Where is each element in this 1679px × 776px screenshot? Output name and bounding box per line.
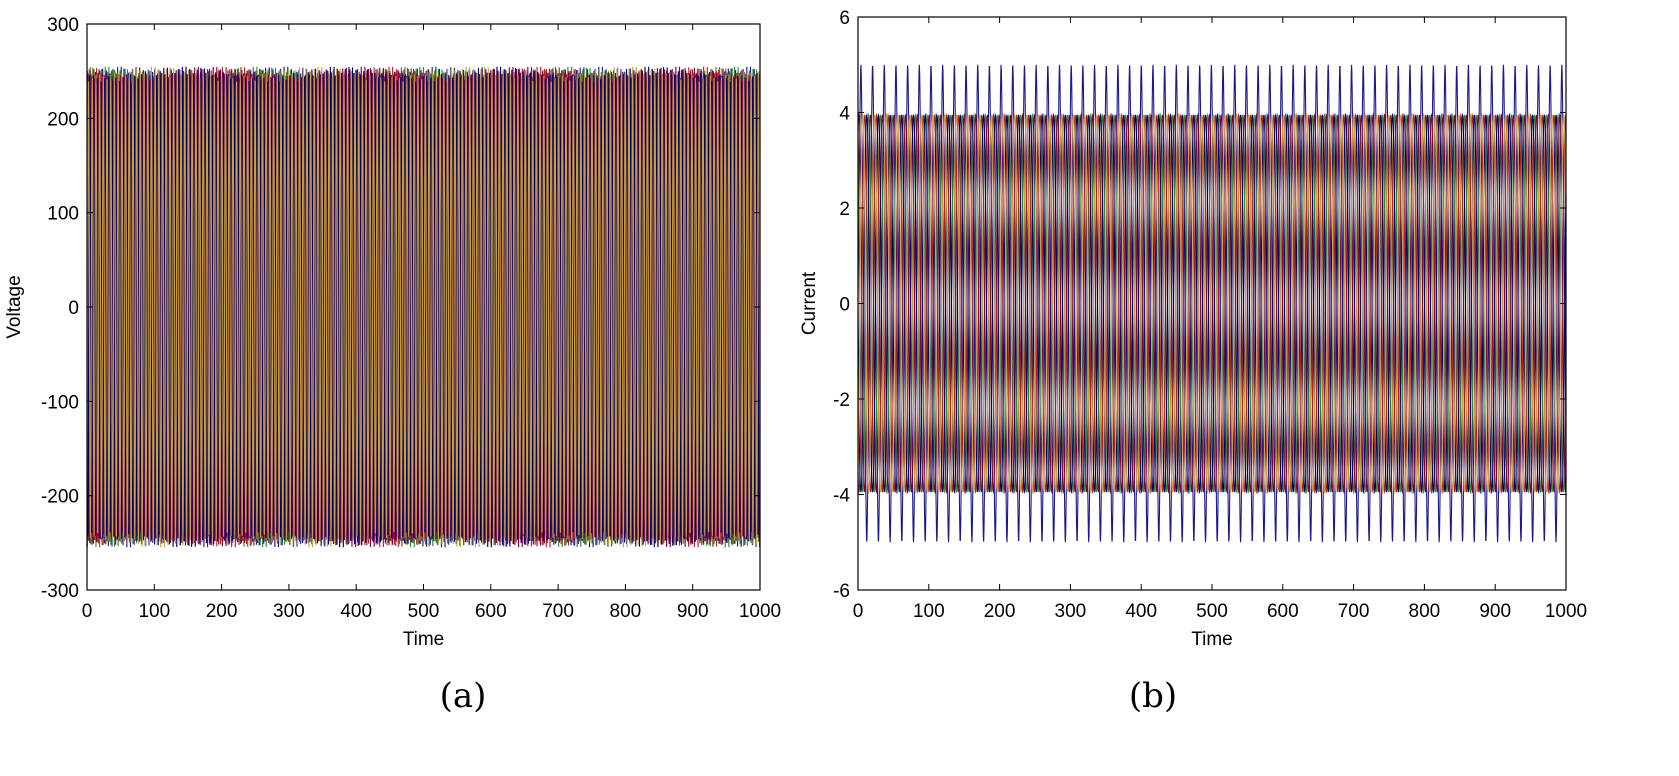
y-tick-label: 300	[47, 15, 79, 36]
x-tick-label: 1000	[739, 601, 781, 622]
y-tick-label: -6	[833, 581, 850, 602]
x-tick-label: 800	[610, 601, 642, 622]
y-tick-label: -2	[833, 390, 850, 411]
x-axis-label: Time	[1191, 629, 1233, 650]
x-tick-label: 600	[1267, 601, 1299, 622]
x-tick-label: 700	[1338, 601, 1370, 622]
y-tick-label: -100	[41, 392, 79, 413]
y-axis-label: Voltage	[4, 275, 25, 338]
x-tick-label: 400	[340, 601, 372, 622]
x-tick-label: 900	[1479, 601, 1511, 622]
y-tick-label: 200	[47, 109, 79, 130]
voltage-chart-panel: 0 100 200 300 400 500 600 700 800 900 1000 -300 -200…	[0, 0, 800, 660]
x-tick-label: 500	[1196, 601, 1228, 622]
y-tick-label: 2	[839, 199, 850, 220]
current-chart: 0 100 200 300 400 500 600 700 800 900 1000 -6 -4 -2 0 2…	[799, 8, 1587, 650]
x-axis-label: Time	[403, 629, 445, 650]
series-line-4	[858, 112, 1566, 495]
x-tick-label: 200	[984, 601, 1016, 622]
x-tick-label: 100	[138, 601, 170, 622]
x-tick-label: 0	[82, 601, 93, 622]
y-tick-label: -4	[833, 486, 850, 507]
x-tick-label: 200	[206, 601, 238, 622]
y-axis-label: Current	[799, 271, 820, 335]
x-tick-label: 700	[542, 601, 574, 622]
x-tick-label: 300	[1055, 601, 1087, 622]
x-tick-label: 900	[677, 601, 709, 622]
x-tick-label: 400	[1125, 601, 1157, 622]
caption-a: (a)	[439, 676, 487, 716]
y-tick-label: 4	[839, 104, 850, 125]
x-tick-label: 300	[273, 601, 305, 622]
voltage-chart: 0 100 200 300 400 500 600 700 800 900 1000-300-200…	[4, 15, 781, 650]
x-tick-label: 800	[1409, 601, 1441, 622]
y-tick-label: 0	[68, 298, 79, 319]
x-tick-label: 500	[408, 601, 440, 622]
x-tick-label: 600	[475, 601, 507, 622]
x-tick-label: 100	[913, 601, 945, 622]
x-tick-label: 1000	[1545, 601, 1587, 622]
y-tick-label: -300	[41, 581, 79, 602]
series-line-6	[87, 66, 760, 548]
caption-b: (b)	[1128, 676, 1178, 716]
y-tick-label: -200	[41, 487, 79, 508]
y-tick-label: 0	[839, 295, 850, 316]
series-line-6	[858, 112, 1566, 495]
y-tick-label: 6	[839, 8, 850, 29]
current-chart-panel: 0 100 200 300 400 500 600 700 800 900 1000 -6 -4 -2 0 2…	[795, 0, 1679, 660]
x-tick-label: 0	[853, 601, 864, 622]
y-tick-label: 100	[47, 204, 79, 225]
